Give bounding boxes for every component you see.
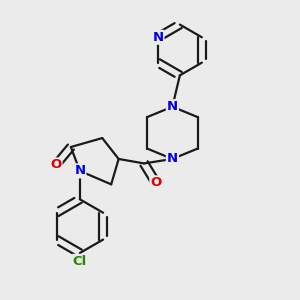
Text: O: O xyxy=(150,176,162,189)
Text: N: N xyxy=(152,31,164,44)
Text: N: N xyxy=(167,152,178,166)
Text: O: O xyxy=(50,158,62,171)
Text: Cl: Cl xyxy=(73,255,87,268)
Text: N: N xyxy=(74,164,86,177)
Text: N: N xyxy=(167,100,178,113)
